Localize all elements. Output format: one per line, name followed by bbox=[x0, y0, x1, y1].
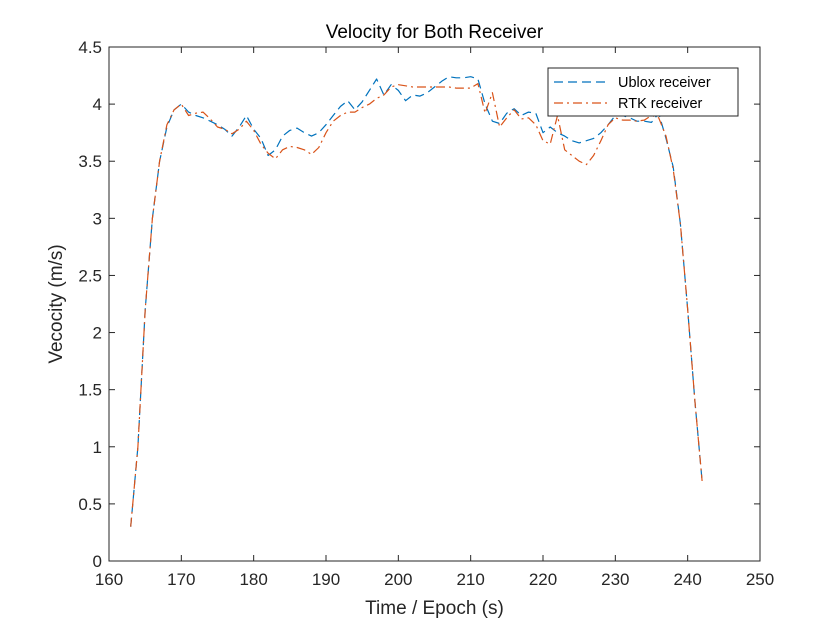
x-tick-label: 210 bbox=[456, 570, 484, 589]
y-tick-label: 2 bbox=[93, 324, 102, 343]
series-lines bbox=[130, 76, 703, 527]
y-tick-label: 4 bbox=[93, 95, 102, 114]
x-tick-label: 240 bbox=[673, 570, 701, 589]
legend-box bbox=[547, 67, 739, 117]
legend-label-rtk: RTK receiver bbox=[618, 96, 703, 112]
x-tick-label: 230 bbox=[601, 570, 629, 589]
x-tick-label: 250 bbox=[746, 570, 774, 589]
y-tick-labels: 0 0.5 1 1.5 2 2.5 3 3.5 4 4.5 bbox=[78, 38, 102, 571]
x-tick-label: 220 bbox=[529, 570, 557, 589]
x-tick-label: 160 bbox=[95, 570, 123, 589]
legend-label-ublox: Ublox receiver bbox=[618, 75, 711, 91]
y-tick-label: 1 bbox=[93, 438, 102, 457]
y-tick-label: 3.5 bbox=[78, 152, 102, 171]
plot-frame bbox=[108, 46, 761, 562]
x-tick-label: 180 bbox=[239, 570, 267, 589]
y-tick-label: 0.5 bbox=[78, 495, 102, 514]
x-tick-label: 200 bbox=[384, 570, 412, 589]
y-tick-label: 1.5 bbox=[78, 381, 102, 400]
y-axis-label: Vecocity (m/s) bbox=[46, 244, 67, 363]
y-tick-label: 4.5 bbox=[78, 38, 102, 57]
legend: Ublox receiver RTK receiver bbox=[547, 67, 739, 117]
x-tick-label: 190 bbox=[312, 570, 340, 589]
x-tick-label: 170 bbox=[167, 570, 195, 589]
chart-title: Velocity for Both Receiver bbox=[326, 22, 544, 43]
x-axis-label: Time / Epoch (s) bbox=[365, 598, 504, 619]
y-tick-label: 0 bbox=[93, 552, 102, 571]
x-tick-labels: 160 170 180 190 200 210 220 230 240 250 bbox=[95, 570, 774, 589]
y-tick-label: 3 bbox=[93, 209, 102, 228]
y-tick-label: 2.5 bbox=[78, 266, 102, 285]
plot-area bbox=[109, 47, 760, 561]
